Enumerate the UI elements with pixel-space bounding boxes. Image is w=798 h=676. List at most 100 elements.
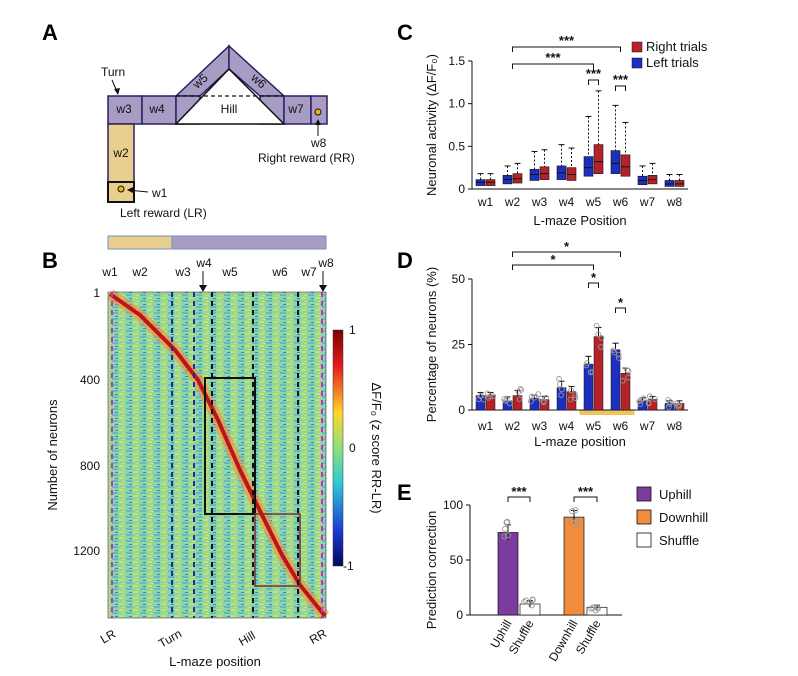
colorbar-tick-0: 0 bbox=[349, 441, 356, 455]
maze-label-w8: w8 bbox=[310, 136, 327, 150]
hill-down-box bbox=[254, 513, 301, 587]
d-point bbox=[597, 344, 604, 350]
heatmap-ytick-1200: 1200 bbox=[73, 544, 100, 558]
maze-schematic: w3 w4 w2 w5 w6 w7 Hill Turn w1 Left rewa… bbox=[101, 44, 355, 220]
d-point bbox=[652, 396, 658, 403]
e-point bbox=[522, 597, 529, 604]
c-xtick-label: w6 bbox=[612, 195, 629, 209]
d-bar bbox=[610, 349, 621, 411]
left-reward-dot bbox=[117, 185, 125, 193]
c-legend-swatch-right bbox=[631, 41, 643, 53]
heatmap-top-w4: w4 bbox=[195, 256, 212, 270]
c-xtick-label: w5 bbox=[585, 195, 602, 209]
c-legend-swatch-left bbox=[631, 57, 643, 69]
left-reward-label: Left reward (LR) bbox=[120, 206, 207, 220]
heatmap-top-w3: w3 bbox=[174, 265, 191, 279]
d-point bbox=[568, 387, 574, 394]
right-reward-label: Right reward (RR) bbox=[258, 151, 355, 165]
panel-label-c: C bbox=[397, 20, 413, 45]
c-box bbox=[583, 156, 594, 177]
e-bar bbox=[563, 516, 585, 616]
e-ytick-label: 50 bbox=[450, 553, 464, 567]
d-point bbox=[645, 400, 652, 407]
c-ytick-label: 1.5 bbox=[448, 54, 465, 68]
e-point bbox=[573, 517, 580, 524]
c-xtick-label: w8 bbox=[666, 195, 683, 209]
e-point bbox=[504, 532, 511, 539]
chart-e: 0 50 100 Prediction correction Uphill Shuffle… bbox=[424, 484, 708, 664]
heatmap-ytick-400: 400 bbox=[80, 373, 100, 387]
heatmap-ytick-1: 1 bbox=[93, 286, 100, 300]
d-point bbox=[531, 394, 538, 401]
chart-c: 0 0.5 1.0 1.5 w1 w2 w3 w4 w5 w6 w7 w8 L-maze Positio… bbox=[424, 33, 708, 228]
colorbar-tick-neg1: -1 bbox=[343, 559, 354, 573]
d-sig-w6-bracket bbox=[615, 307, 626, 313]
heatmap-frame bbox=[107, 291, 327, 619]
d-point bbox=[515, 388, 522, 395]
d-point bbox=[506, 400, 513, 407]
heatmap-xtick-hill: Hill bbox=[236, 628, 257, 648]
e-sig-downhill-bracket bbox=[573, 496, 598, 502]
c-sig-w5-label: *** bbox=[586, 66, 602, 81]
e-sig-uphill-bracket bbox=[507, 496, 531, 502]
w8-arrow-head-b bbox=[319, 285, 327, 292]
d-point bbox=[615, 352, 622, 358]
d-point bbox=[556, 375, 562, 382]
d-point bbox=[584, 360, 590, 366]
d-point bbox=[502, 397, 509, 404]
heatmap-panel: w1 w2 w3 w4 w5 w6 w7 w8 1 400 800 1200 N… bbox=[45, 235, 384, 669]
d-xtick-label: w6 bbox=[612, 419, 629, 433]
d-sig-w2-w5-bracket bbox=[512, 264, 594, 270]
d-hill-highlight bbox=[579, 410, 635, 415]
c-sig-w5-bracket bbox=[588, 79, 599, 85]
d-sig-w5-label: * bbox=[591, 270, 597, 285]
turn-label: Turn bbox=[101, 65, 125, 79]
d-point bbox=[625, 367, 632, 374]
e-ytick-label: 100 bbox=[443, 498, 463, 512]
e-xtick-label: Downhill bbox=[546, 618, 581, 664]
d-point bbox=[625, 374, 631, 381]
c-legend-label-left: Left trials bbox=[646, 55, 699, 70]
e-ylabel: Prediction correction bbox=[424, 511, 439, 630]
right-reward-dot bbox=[314, 108, 322, 116]
e-point bbox=[572, 507, 579, 514]
e-ytick-label: 0 bbox=[456, 608, 463, 622]
e-point bbox=[503, 519, 510, 526]
d-ytick-label: 0 bbox=[458, 403, 465, 417]
heatmap-xtick-rr: RR bbox=[307, 626, 329, 647]
e-point bbox=[504, 518, 511, 525]
d-bar bbox=[556, 387, 567, 411]
d-point bbox=[666, 401, 673, 407]
heatmap-top-w5: w5 bbox=[221, 265, 238, 279]
panel-label-a: A bbox=[42, 20, 58, 45]
maze-w7 bbox=[283, 95, 312, 125]
maze-label-w2: w2 bbox=[112, 146, 129, 160]
c-box bbox=[620, 154, 631, 177]
panel-label-d: D bbox=[397, 248, 413, 273]
panel-label-e: E bbox=[397, 480, 412, 505]
w1-arrow-head bbox=[127, 187, 133, 193]
c-ytick-label: 0 bbox=[458, 182, 465, 196]
d-point bbox=[543, 394, 550, 401]
hill-up-box bbox=[204, 377, 256, 515]
d-xtick-label: w8 bbox=[666, 419, 683, 433]
c-sig-w2-w5-bracket bbox=[512, 63, 594, 69]
d-point bbox=[572, 395, 579, 401]
e-point bbox=[573, 521, 580, 529]
e-point bbox=[590, 604, 597, 611]
maze-label-w7: w7 bbox=[287, 102, 304, 116]
w8-arrow-head bbox=[315, 119, 321, 125]
d-ytick-label: 25 bbox=[452, 338, 466, 352]
d-point bbox=[593, 322, 600, 329]
d-sig-w2-w6-bracket bbox=[512, 251, 621, 257]
e-legend-label: Shuffle bbox=[659, 533, 699, 548]
c-xtick-label: w2 bbox=[504, 195, 521, 209]
e-bar bbox=[497, 532, 519, 616]
d-xtick-label: w1 bbox=[477, 419, 494, 433]
hill-label: Hill bbox=[221, 102, 238, 116]
heatmap-xlabel: L-maze position bbox=[169, 654, 261, 669]
colorbar bbox=[332, 329, 344, 567]
c-sig-w2-w6-bracket bbox=[512, 46, 621, 52]
c-sig-w6-bracket bbox=[615, 85, 626, 91]
colorbar-label: ΔF/F₀ (z score RR-LR) bbox=[369, 382, 384, 513]
